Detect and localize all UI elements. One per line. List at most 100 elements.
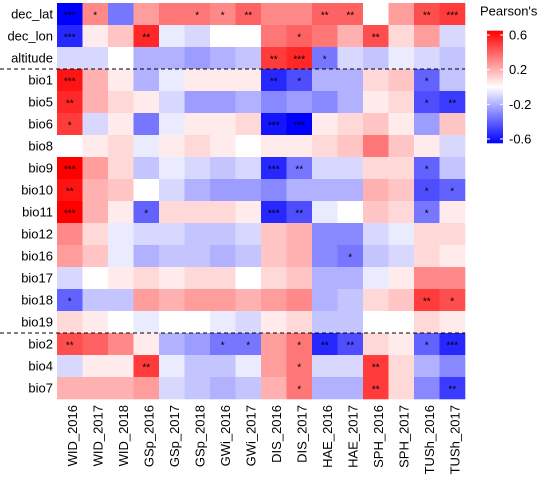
significance-label: ** xyxy=(423,11,431,22)
column-label: WID_2016 xyxy=(65,405,80,466)
heat-cell xyxy=(82,267,109,290)
heat-cell xyxy=(82,47,109,70)
heat-cell xyxy=(388,377,415,400)
heat-cell xyxy=(261,223,287,246)
heat-cell xyxy=(388,201,415,224)
heat-cell xyxy=(337,289,364,312)
significance-label: * xyxy=(425,77,429,88)
heat-cell xyxy=(159,47,185,70)
heat-cell xyxy=(312,179,338,202)
heat-cell xyxy=(414,355,440,378)
row-label: bio4 xyxy=(28,358,53,373)
heat-cell xyxy=(184,311,211,334)
significance-label: * xyxy=(221,11,225,22)
heat-cell xyxy=(337,223,364,246)
significance-label: *** xyxy=(446,11,458,22)
significance-label: ** xyxy=(66,187,74,198)
heat-cell xyxy=(388,179,415,202)
heat-cell xyxy=(108,113,134,136)
significance-label: ** xyxy=(372,33,380,44)
heat-cell xyxy=(286,355,313,378)
heat-cell xyxy=(414,223,440,246)
heat-cell xyxy=(388,267,415,290)
heat-cell xyxy=(261,179,287,202)
heat-cell xyxy=(439,355,466,378)
heat-cell xyxy=(108,377,134,400)
heat-cell xyxy=(261,91,287,114)
significance-label: ** xyxy=(295,209,303,220)
heat-cell xyxy=(57,333,83,356)
heat-cell xyxy=(363,135,389,158)
significance-label: ** xyxy=(448,99,456,110)
significance-label: * xyxy=(425,209,429,220)
column-label: SPH_2017 xyxy=(397,405,412,468)
heat-cell xyxy=(312,223,338,246)
heat-cell xyxy=(82,201,109,224)
heat-cell xyxy=(82,245,109,268)
significance-label: * xyxy=(297,341,301,352)
heat-cell xyxy=(57,47,83,70)
column-label: WID_2017 xyxy=(91,405,106,466)
column-label: HAE_2016 xyxy=(320,405,335,468)
heat-cell xyxy=(363,179,389,202)
significance-label: *** xyxy=(293,55,305,66)
heat-cell xyxy=(439,3,466,26)
heat-cell xyxy=(57,223,83,246)
significance-label: *** xyxy=(268,209,280,220)
heat-cell xyxy=(57,201,83,224)
heat-cell xyxy=(388,3,415,26)
heat-cell xyxy=(82,311,109,334)
heat-cell xyxy=(210,333,236,356)
heat-cell xyxy=(57,113,83,136)
heat-cell xyxy=(363,157,389,180)
heat-cell xyxy=(235,223,262,246)
heat-cell xyxy=(439,245,466,268)
heat-cell xyxy=(210,135,236,158)
row-label: bio1 xyxy=(28,72,53,87)
heat-cell xyxy=(312,201,338,224)
column-label: WID_2018 xyxy=(116,405,131,466)
significance-label: *** xyxy=(293,121,305,132)
significance-label: * xyxy=(195,11,199,22)
row-label: bio16 xyxy=(21,248,53,263)
column-label: GWi_2017 xyxy=(244,405,259,466)
significance-label: ** xyxy=(321,11,329,22)
heat-cell xyxy=(414,69,440,92)
heat-cell xyxy=(337,179,364,202)
heat-cell xyxy=(184,25,211,48)
heat-cell xyxy=(414,245,440,268)
significance-label: *** xyxy=(64,209,76,220)
heat-cell xyxy=(439,333,466,356)
significance-label: ** xyxy=(66,341,74,352)
heat-cell xyxy=(57,25,83,48)
heat-cell xyxy=(286,135,313,158)
heat-cell xyxy=(439,69,466,92)
heat-cell xyxy=(337,91,364,114)
heat-cell xyxy=(363,333,389,356)
heat-cell xyxy=(184,377,211,400)
heat-cell xyxy=(261,377,287,400)
row-label: bio19 xyxy=(21,314,53,329)
significance-label: *** xyxy=(64,77,76,88)
heat-cell xyxy=(159,201,185,224)
heat-cell xyxy=(261,333,287,356)
heat-cell xyxy=(337,135,364,158)
heat-cell xyxy=(414,157,440,180)
significance-label: * xyxy=(323,55,327,66)
significance-label: ** xyxy=(372,363,380,374)
heat-cell xyxy=(184,91,211,114)
heat-cell xyxy=(210,289,236,312)
heat-cell xyxy=(261,47,287,70)
significance-label: *** xyxy=(64,165,76,176)
row-label: altitude xyxy=(11,50,53,65)
significance-label: ** xyxy=(423,297,431,308)
heat-cell xyxy=(210,157,236,180)
significance-label: ** xyxy=(142,33,150,44)
heat-cell xyxy=(312,25,338,48)
heat-cell xyxy=(184,157,211,180)
heat-cell xyxy=(108,3,134,26)
colorbar-tick-label: 0.6 xyxy=(509,27,527,42)
heat-cell xyxy=(108,179,134,202)
heat-cell xyxy=(235,157,262,180)
